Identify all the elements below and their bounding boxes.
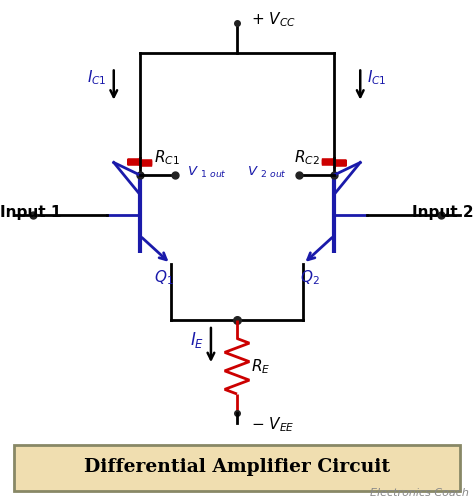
Text: $Q_2$: $Q_2$ <box>300 268 320 287</box>
Text: Electronics Coach: Electronics Coach <box>370 488 469 498</box>
Text: $I_{C1}$: $I_{C1}$ <box>87 68 107 87</box>
Text: $-\ V_{EE}$: $-\ V_{EE}$ <box>251 416 295 434</box>
Text: $I_E$: $I_E$ <box>190 330 204 350</box>
Text: Input 1: Input 1 <box>0 205 61 220</box>
Text: $Q_1$: $Q_1$ <box>154 268 174 287</box>
Text: $+\ V_{CC}$: $+\ V_{CC}$ <box>251 10 296 29</box>
Text: $R_{C2}$: $R_{C2}$ <box>294 148 320 167</box>
Text: $V\ _{1\ out}$: $V\ _{1\ out}$ <box>187 165 227 180</box>
Text: Differential Amplifier Circuit: Differential Amplifier Circuit <box>84 458 390 476</box>
Text: $I_{C1}$: $I_{C1}$ <box>367 68 387 87</box>
FancyBboxPatch shape <box>14 444 460 490</box>
Text: Input 2: Input 2 <box>412 205 474 220</box>
Text: $R_{C1}$: $R_{C1}$ <box>154 148 180 167</box>
Text: $V\ _{2\ out}$: $V\ _{2\ out}$ <box>247 165 287 180</box>
Text: $R_E$: $R_E$ <box>251 357 271 376</box>
